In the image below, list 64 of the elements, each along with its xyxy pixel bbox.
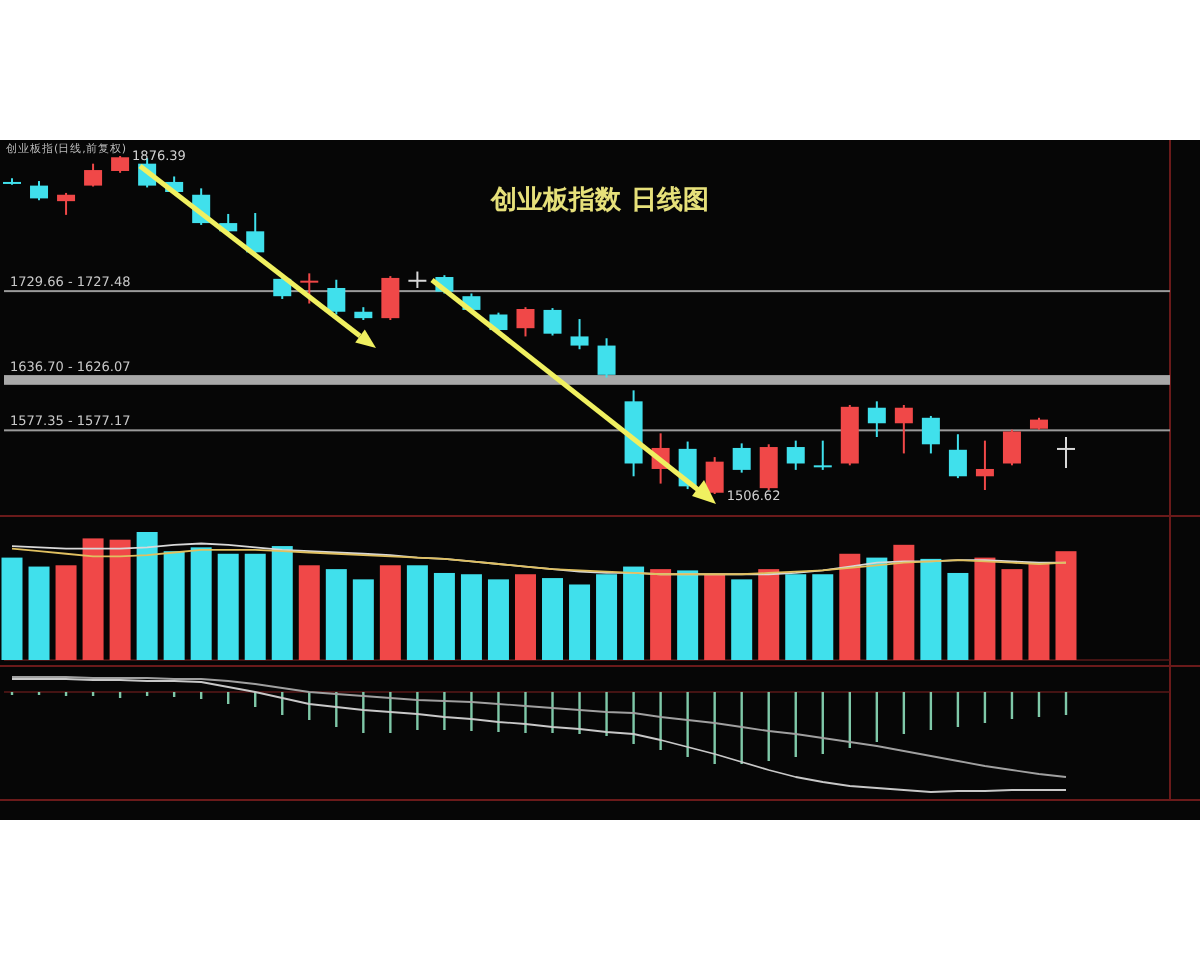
candlestick — [381, 275, 400, 321]
bar — [109, 539, 131, 660]
bar — [1055, 551, 1077, 660]
bar — [785, 574, 807, 660]
candlestick — [894, 403, 913, 455]
bar — [596, 574, 618, 660]
bar — [623, 566, 645, 660]
bar — [1028, 562, 1050, 660]
candlestick — [570, 318, 589, 351]
bar — [271, 546, 293, 660]
bar — [217, 553, 239, 660]
bar — [298, 565, 320, 660]
bar — [839, 553, 861, 660]
candlestick — [543, 307, 562, 337]
candlestick — [813, 439, 832, 471]
bar — [460, 574, 482, 660]
bar — [379, 565, 401, 660]
text: 创业板指数 日线图 — [489, 186, 709, 216]
candlestick — [30, 180, 49, 202]
bar — [677, 570, 699, 660]
bar — [244, 553, 266, 660]
candlestick — [1057, 435, 1075, 470]
candlestick — [246, 212, 265, 255]
bar — [190, 547, 212, 660]
candlestick — [597, 337, 616, 379]
candlestick — [1002, 428, 1021, 467]
bar — [1001, 569, 1023, 660]
bar — [704, 574, 726, 660]
bar — [920, 558, 942, 660]
bar — [28, 566, 50, 660]
candlestick — [732, 442, 751, 474]
bar — [650, 569, 672, 660]
candlestick — [516, 306, 535, 338]
bar — [974, 557, 996, 660]
bar — [947, 572, 969, 660]
bar — [758, 569, 780, 660]
candlestick — [57, 191, 76, 216]
bar — [569, 584, 591, 660]
candlestick — [867, 400, 886, 438]
bar — [866, 557, 888, 660]
candlestick — [975, 439, 994, 491]
bar — [55, 565, 77, 660]
bar — [731, 579, 753, 660]
candlestick — [786, 439, 805, 471]
candlestick — [300, 272, 319, 305]
candlestick — [921, 414, 940, 455]
bar — [136, 532, 158, 660]
bar — [542, 578, 564, 660]
bar — [352, 579, 374, 660]
candlestick — [327, 278, 346, 316]
candlestick — [948, 433, 967, 480]
bar — [163, 551, 185, 660]
bar — [487, 579, 509, 660]
candlestick — [705, 456, 724, 495]
bar — [433, 572, 455, 660]
bar — [82, 538, 104, 660]
bar — [812, 574, 834, 660]
bar — [406, 565, 428, 660]
bar — [514, 574, 536, 660]
bar — [325, 569, 347, 660]
bar — [893, 544, 915, 660]
candlestick — [84, 162, 103, 188]
bar — [1, 557, 23, 660]
candlestick — [759, 443, 778, 491]
